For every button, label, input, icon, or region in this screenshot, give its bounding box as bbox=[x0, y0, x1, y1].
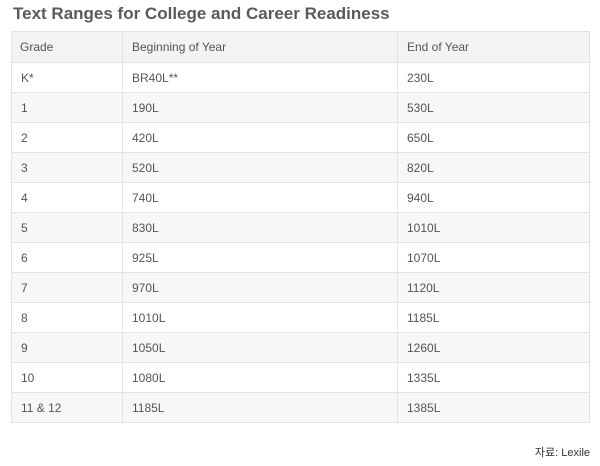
cell-beginning-of-year: 420L bbox=[122, 122, 398, 153]
cell-end-of-year: 1010L bbox=[397, 212, 590, 243]
cell-grade: 4 bbox=[11, 182, 123, 213]
cell-grade: 3 bbox=[11, 152, 123, 183]
header-grade: Grade bbox=[11, 31, 123, 63]
cell-beginning-of-year: BR40L** bbox=[122, 62, 398, 93]
table-row: 4 740L 940L bbox=[11, 182, 590, 213]
header-beginning-of-year: Beginning of Year bbox=[122, 31, 398, 63]
table-row: 6 925L 1070L bbox=[11, 242, 590, 273]
table-row: 10 1080L 1335L bbox=[11, 362, 590, 393]
source-caption: 자료: Lexile bbox=[534, 447, 590, 459]
lexile-table: Grade Beginning of Year End of Year K* BR… bbox=[11, 31, 590, 423]
cell-grade: 9 bbox=[11, 332, 123, 363]
cell-end-of-year: 1070L bbox=[397, 242, 590, 273]
header-row: Grade Beginning of Year End of Year bbox=[11, 31, 590, 63]
header-end-of-year: End of Year bbox=[397, 31, 590, 63]
cell-grade: 2 bbox=[11, 122, 123, 153]
table-header: Grade Beginning of Year End of Year bbox=[11, 31, 590, 63]
table-row: 2 420L 650L bbox=[11, 122, 590, 153]
cell-end-of-year: 530L bbox=[397, 92, 590, 123]
cell-grade: 10 bbox=[11, 362, 123, 393]
table-body: K* BR40L** 230L 1 190L 530L 2 420L 650L 3 520L 820L… bbox=[11, 62, 590, 423]
cell-end-of-year: 230L bbox=[397, 62, 590, 93]
cell-end-of-year: 1335L bbox=[397, 362, 590, 393]
cell-end-of-year: 650L bbox=[397, 122, 590, 153]
cell-end-of-year: 820L bbox=[397, 152, 590, 183]
cell-grade: 1 bbox=[11, 92, 123, 123]
cell-end-of-year: 1385L bbox=[397, 392, 590, 423]
cell-grade: K* bbox=[11, 62, 123, 93]
table-row: 7 970L 1120L bbox=[11, 272, 590, 303]
cell-beginning-of-year: 520L bbox=[122, 152, 398, 183]
cell-beginning-of-year: 925L bbox=[122, 242, 398, 273]
table-row: 5 830L 1010L bbox=[11, 212, 590, 243]
cell-beginning-of-year: 1050L bbox=[122, 332, 398, 363]
cell-end-of-year: 940L bbox=[397, 182, 590, 213]
cell-beginning-of-year: 1010L bbox=[122, 302, 398, 333]
table-row: 1 190L 530L bbox=[11, 92, 590, 123]
cell-grade: 11 & 12 bbox=[11, 392, 123, 423]
table-row: 8 1010L 1185L bbox=[11, 302, 590, 333]
cell-beginning-of-year: 740L bbox=[122, 182, 398, 213]
cell-grade: 8 bbox=[11, 302, 123, 333]
cell-end-of-year: 1260L bbox=[397, 332, 590, 363]
cell-end-of-year: 1185L bbox=[397, 302, 590, 333]
table-row: K* BR40L** 230L bbox=[11, 62, 590, 93]
table-row: 9 1050L 1260L bbox=[11, 332, 590, 363]
table-row: 11 & 12 1185L 1385L bbox=[11, 392, 590, 423]
cell-beginning-of-year: 1080L bbox=[122, 362, 398, 393]
cell-beginning-of-year: 190L bbox=[122, 92, 398, 123]
cell-beginning-of-year: 830L bbox=[122, 212, 398, 243]
cell-grade: 7 bbox=[11, 272, 123, 303]
cell-beginning-of-year: 1185L bbox=[122, 392, 398, 423]
table-row: 3 520L 820L bbox=[11, 152, 590, 183]
cell-grade: 6 bbox=[11, 242, 123, 273]
cell-grade: 5 bbox=[11, 212, 123, 243]
cell-end-of-year: 1120L bbox=[397, 272, 590, 303]
page-title: Text Ranges for College and Career Readi… bbox=[13, 4, 390, 23]
cell-beginning-of-year: 970L bbox=[122, 272, 398, 303]
